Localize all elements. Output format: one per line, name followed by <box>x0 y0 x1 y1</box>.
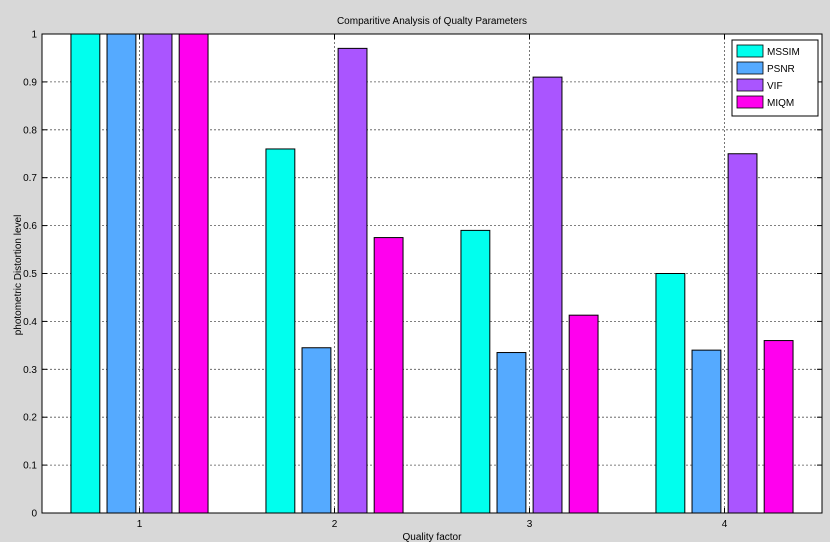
bar-miqm-3 <box>568 314 599 514</box>
y-tick-label: 0.6 <box>23 221 37 232</box>
y-tick-label: 0.8 <box>23 125 37 136</box>
legend-swatch-mssim <box>736 44 764 58</box>
x-tick-label: 4 <box>722 519 728 530</box>
bar-mssim-1 <box>70 33 101 514</box>
legend-swatch-miqm <box>736 95 764 109</box>
bar-miqm-2 <box>373 237 404 514</box>
y-tick-label: 0 <box>31 509 37 520</box>
bar-vif-2 <box>337 47 368 514</box>
bar-psnr-3 <box>496 352 527 514</box>
bar-vif-3 <box>532 76 563 514</box>
legend-swatch-vif <box>736 78 764 92</box>
y-tick-label: 0.4 <box>23 317 37 328</box>
x-axis-label: Quality factor <box>403 532 463 542</box>
legend-swatch-psnr <box>736 61 764 75</box>
x-tick-label: 1 <box>137 519 143 530</box>
y-tick-label: 0.5 <box>23 269 37 280</box>
bar-psnr-1 <box>106 33 137 514</box>
bar-mssim-4 <box>655 273 686 514</box>
x-axis-ticks: 1 2 3 4 <box>137 34 728 530</box>
chart-title: Comparitive Analysis of Qualty Parameter… <box>337 16 527 27</box>
y-tick-label: 0.1 <box>23 461 37 472</box>
bar-mssim-3 <box>460 229 491 514</box>
legend-label-miqm: MIQM <box>767 98 794 109</box>
x-tick-label: 2 <box>332 519 338 530</box>
bar-miqm-1 <box>178 33 209 514</box>
y-tick-label: 0.3 <box>23 365 37 376</box>
bar-psnr-4 <box>691 349 722 514</box>
bar-group <box>70 33 794 514</box>
legend-label-mssim: MSSIM <box>767 47 800 58</box>
bar-vif-4 <box>727 153 758 514</box>
x-tick-label: 3 <box>527 519 533 530</box>
y-tick-label: 0.9 <box>23 77 37 88</box>
y-tick-label: 0.2 <box>23 413 37 424</box>
y-tick-label: 0.7 <box>23 173 37 184</box>
y-axis-label: photometric Distortion level <box>13 215 24 336</box>
y-tick-label: 1 <box>31 30 37 41</box>
bar-psnr-2 <box>301 347 332 514</box>
legend: MSSIM PSNR VIF MIQM <box>731 39 819 117</box>
y-axis-ticks: 0 0.1 0.2 0.3 0.4 0.5 0.6 0.7 0.8 0.9 1 <box>23 30 822 520</box>
bar-mssim-2 <box>265 148 296 514</box>
bar-vif-1 <box>142 33 173 514</box>
bar-miqm-4 <box>763 340 794 514</box>
legend-label-psnr: PSNR <box>767 64 795 75</box>
legend-label-vif: VIF <box>767 81 783 92</box>
